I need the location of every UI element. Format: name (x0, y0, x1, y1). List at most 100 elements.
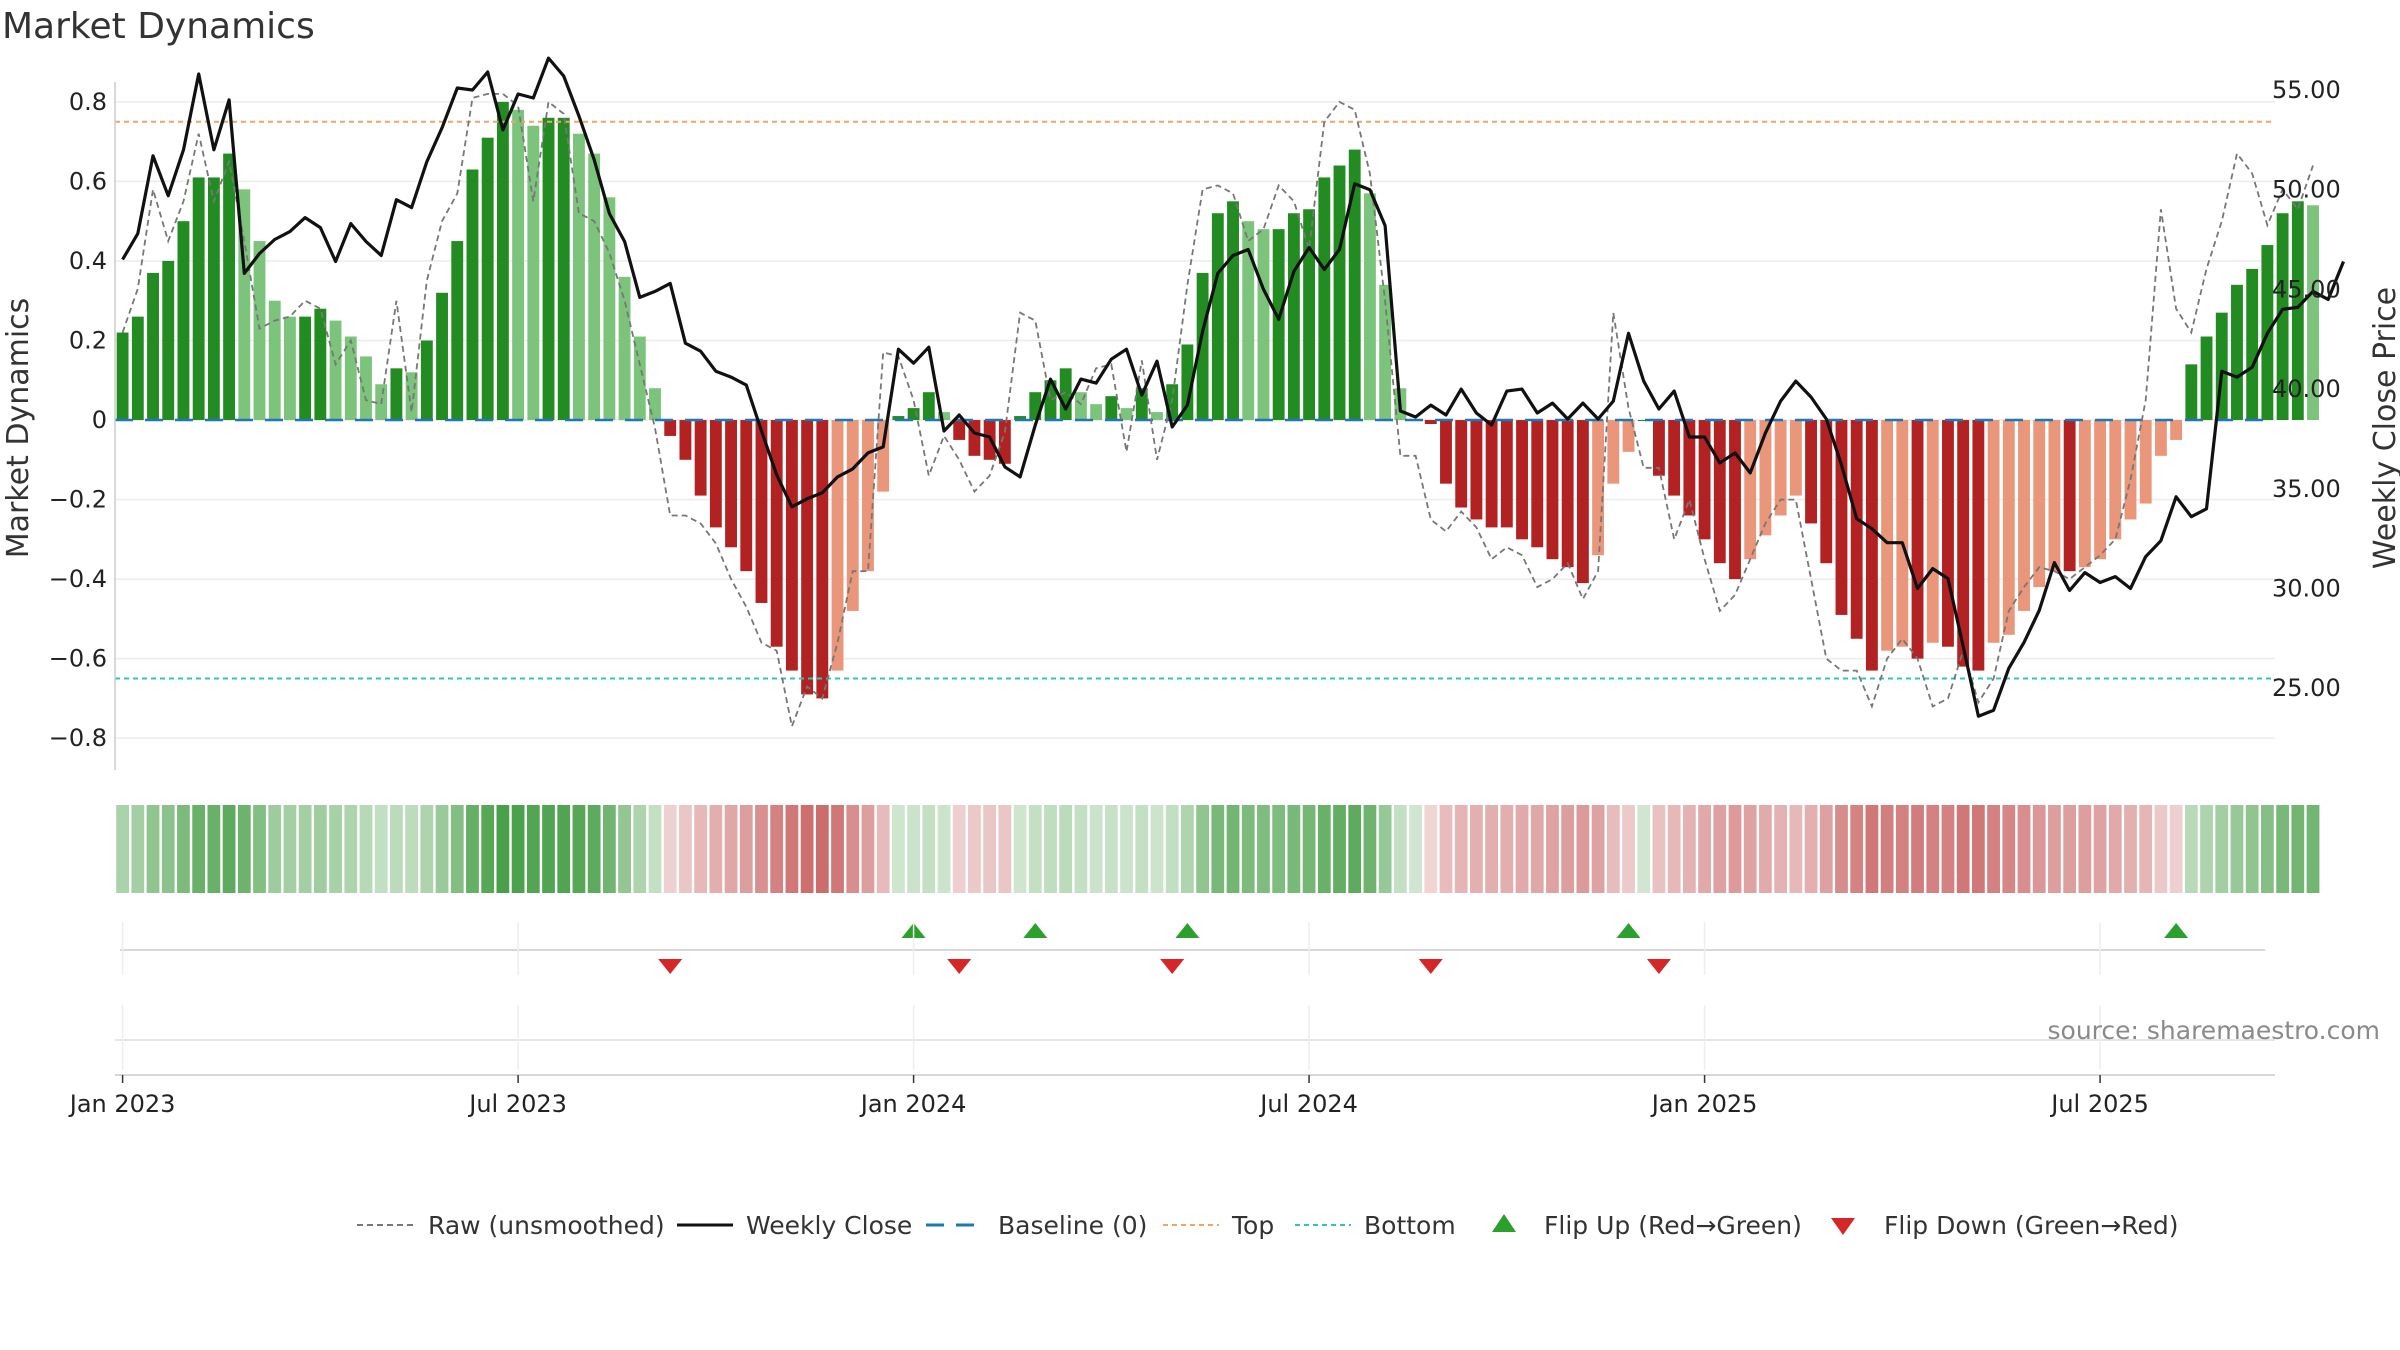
dynamics-bar (481, 137, 494, 421)
y2-tick-label: 55.00 (2272, 76, 2341, 104)
regime-cell (1774, 805, 1788, 893)
flip-down-marker (947, 959, 972, 974)
dynamics-bar (1972, 420, 1985, 671)
regime-cell (1850, 805, 1864, 893)
dynamics-bar (1668, 420, 1681, 496)
dynamics-bar (725, 420, 737, 548)
dynamics-bar (801, 420, 814, 695)
flip-down-marker (1160, 959, 1185, 974)
regime-cell (1302, 805, 1316, 893)
regime-cell (2108, 805, 2122, 893)
flip-up-marker (1175, 923, 1200, 938)
regime-cell (2032, 805, 2046, 893)
regime-cell (420, 805, 434, 893)
y-tick-label: −0.6 (49, 645, 107, 673)
dynamics-bar (2246, 268, 2259, 421)
regime-cell (679, 805, 692, 893)
regime-cell (2245, 805, 2259, 893)
y-tick-label: 0.2 (69, 326, 107, 354)
dynamics-bar (116, 332, 129, 421)
dynamics-bar (1683, 420, 1696, 516)
regime-cell (511, 805, 525, 893)
regime-cell (253, 805, 266, 893)
dynamics-bar (2094, 420, 2107, 560)
regime-cell (1363, 805, 1377, 893)
regime-cell (2078, 805, 2092, 893)
dynamics-bar (1805, 420, 1817, 524)
regime-cell (1911, 805, 1924, 893)
regime-cell (2200, 805, 2213, 893)
dynamics-bar (2109, 420, 2122, 540)
regime-cell (1196, 805, 1209, 893)
regime-cell (2124, 805, 2137, 893)
regime-cell (1333, 805, 1346, 893)
regime-cell (1652, 805, 1666, 893)
y-axis-label: Market Dynamics (1, 298, 36, 559)
regime-cell (1287, 805, 1301, 893)
dynamics-bar (2048, 420, 2061, 572)
dynamics-bar (1379, 284, 1392, 421)
dynamics-bar (1653, 420, 1665, 476)
y-tick-label: 0.8 (69, 88, 107, 116)
left-y-axis: 0.8 0.6 0.4 0.2 0 −0.2 −0.4 −0.6 −0.8 (49, 82, 116, 770)
regime-cell (1667, 805, 1681, 893)
dynamics-bars (116, 101, 2319, 699)
dynamics-bar (131, 316, 144, 421)
regime-cell (1591, 805, 1605, 893)
dynamics-bar (1622, 420, 1635, 452)
x-tick-label: Jan 2025 (1650, 1090, 1758, 1118)
regime-cell (237, 805, 251, 893)
regime-cell (1743, 805, 1757, 893)
dynamics-bar (207, 177, 220, 421)
dynamics-bar (953, 420, 966, 440)
dynamics-bar (2291, 201, 2304, 421)
regime-cell (1272, 805, 1286, 893)
regime-cell (1987, 805, 2000, 893)
flip-up-marker (1023, 923, 1048, 938)
dynamics-bar (2154, 420, 2167, 456)
dynamics-bar (770, 420, 783, 647)
regime-cell (983, 805, 997, 893)
dynamics-bar (1896, 420, 1909, 647)
dynamics-bar (785, 420, 798, 671)
dynamics-bar (1303, 209, 1316, 421)
regime-cell (131, 805, 145, 893)
dynamics-bar (1789, 420, 1802, 496)
dynamics-bar (2124, 420, 2137, 520)
dynamics-bar (527, 125, 540, 421)
dynamics-bar (147, 272, 159, 421)
regime-cell (618, 805, 631, 893)
regime-cell (1393, 805, 1407, 893)
y-tick-label: 0.6 (69, 167, 107, 195)
regime-cell (1348, 805, 1362, 893)
regime-cell (496, 805, 510, 893)
x-tick-label: Jul 2024 (1258, 1090, 1358, 1118)
regime-cell (1317, 805, 1331, 893)
legend-label: Raw (unsmoothed) (428, 1211, 665, 1240)
regime-cell (724, 805, 738, 893)
regime-cell (1606, 805, 1620, 893)
regime-cell (1181, 805, 1194, 893)
dynamics-bar (2231, 284, 2243, 421)
y-tick-label: 0 (92, 406, 107, 434)
regime-cell (846, 805, 860, 893)
dynamics-bar (1333, 165, 1346, 421)
regime-cell (1424, 805, 1438, 893)
legend-flip-down-swatch (1831, 1218, 1855, 1235)
y2-tick-label: 30.00 (2272, 575, 2341, 603)
regime-cell (146, 805, 160, 893)
regime-cell (709, 805, 723, 893)
regime-cell (1698, 805, 1711, 893)
dynamics-bar (1196, 272, 1209, 421)
y2-tick-label: 35.00 (2272, 475, 2341, 503)
regime-cell (542, 805, 555, 893)
regime-cell (2276, 805, 2289, 893)
dynamics-bar (329, 320, 342, 421)
regime-cell (1150, 805, 1164, 893)
dynamics-bar (740, 420, 753, 572)
dynamics-bar (162, 260, 175, 421)
regime-cell (800, 805, 814, 893)
legend-flip-up-swatch (1492, 1214, 1516, 1232)
dynamics-bar (1546, 420, 1559, 560)
dynamics-bar (1698, 420, 1711, 540)
